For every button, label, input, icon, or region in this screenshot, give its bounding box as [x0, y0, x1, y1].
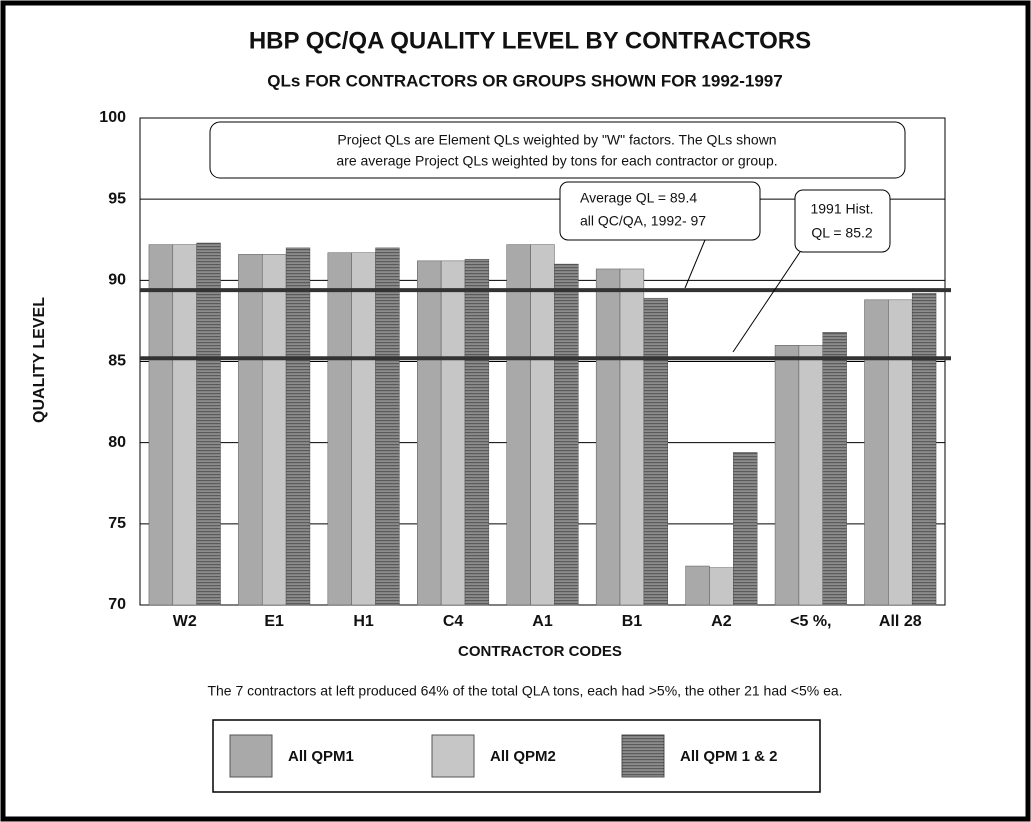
- note-line: Project QLs are Element QLs weighted by …: [337, 132, 776, 148]
- legend-swatch: [431, 734, 475, 778]
- bar-texture: [375, 247, 400, 605]
- legend-label: All QPM 1 & 2: [680, 748, 778, 765]
- note-line: are average Project QLs weighted by tons…: [336, 153, 777, 169]
- annotation-box: [794, 189, 891, 253]
- footnote: The 7 contractors at left produced 64% o…: [207, 683, 842, 699]
- x-tick-label: A2: [711, 613, 732, 630]
- y-axis-label: QUALITY LEVEL: [31, 297, 48, 423]
- legend-box: [212, 719, 821, 793]
- legend-swatch: [229, 734, 273, 778]
- y-tick-label: 75: [108, 515, 126, 532]
- bar: [440, 260, 466, 606]
- bar: [172, 244, 197, 606]
- bar-texture: [912, 293, 937, 605]
- bar-texture: [822, 332, 847, 605]
- bar: [506, 244, 531, 606]
- bar-texture: [286, 247, 310, 605]
- chart-subtitle: QLs FOR CONTRACTORS OR GROUPS SHOWN FOR …: [267, 71, 782, 90]
- y-tick-label: 100: [99, 109, 126, 126]
- annotation: QL = 85.2: [811, 225, 873, 241]
- y-tick-label: 70: [108, 596, 126, 613]
- bar: [417, 260, 442, 606]
- connector: [684, 239, 706, 289]
- x-tick-label: B1: [622, 613, 643, 630]
- x-tick-label: E1: [264, 613, 284, 630]
- bar-texture: [733, 452, 758, 605]
- bar-texture: [643, 298, 668, 605]
- legend-label: All QPM2: [490, 748, 556, 765]
- y-tick-label: 90: [108, 272, 126, 289]
- chart-title: HBP QC/QA QUALITY LEVEL BY CONTRACTORS: [249, 27, 811, 54]
- bar: [595, 268, 621, 606]
- x-tick-label: A1: [532, 613, 553, 630]
- bar: [327, 252, 352, 606]
- annotation: Average QL = 89.4: [580, 190, 697, 206]
- x-tick-label: C4: [443, 613, 464, 630]
- y-tick-label: 80: [108, 434, 126, 451]
- x-tick-label: W2: [173, 613, 197, 630]
- bar: [685, 565, 710, 606]
- bar-texture: [464, 259, 489, 605]
- bar: [261, 254, 287, 606]
- x-axis-label: CONTRACTOR CODES: [458, 643, 622, 660]
- note-box: [209, 121, 906, 179]
- annotation-box: [559, 181, 761, 241]
- annotation: all QC/QA, 1992- 97: [580, 213, 706, 229]
- x-tick-label: H1: [353, 613, 374, 630]
- y-tick-label: 85: [108, 353, 126, 370]
- bar: [530, 244, 555, 606]
- bar: [148, 244, 174, 606]
- y-tick-label: 95: [108, 190, 126, 207]
- bar-texture: [196, 242, 221, 605]
- bar: [709, 567, 734, 606]
- connector: [732, 251, 801, 353]
- legend-texture: [622, 735, 664, 777]
- bar: [798, 345, 824, 606]
- bar: [619, 268, 645, 606]
- annotation: 1991 Hist.: [810, 201, 873, 217]
- legend-label: All QPM1: [288, 748, 354, 765]
- bar: [888, 299, 913, 606]
- x-tick-label: <5 %,: [790, 613, 831, 630]
- bar: [774, 345, 800, 606]
- bar-texture: [554, 264, 579, 605]
- bar: [864, 299, 889, 606]
- bar: [351, 252, 376, 606]
- x-tick-label: All 28: [879, 613, 922, 630]
- bar: [238, 254, 263, 606]
